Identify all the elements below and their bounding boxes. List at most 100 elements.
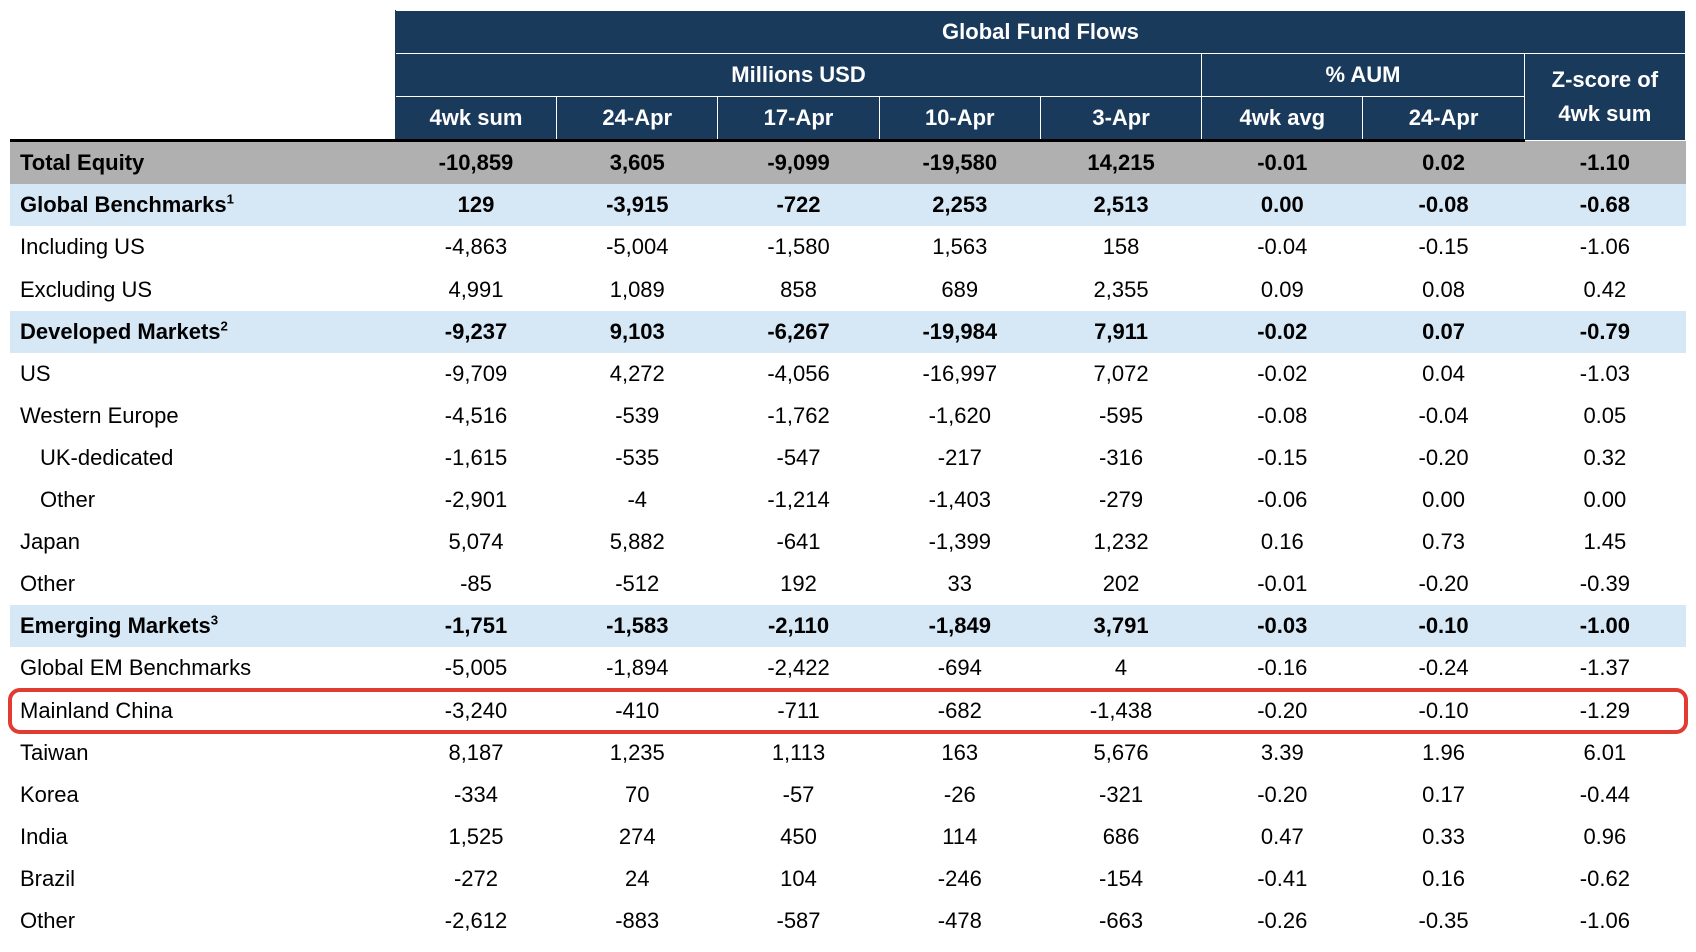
cell-value: 1,232 (1040, 521, 1201, 563)
cell-value: 104 (718, 858, 879, 900)
cell-value: -694 (879, 647, 1040, 689)
row-label: US (10, 353, 395, 395)
cell-value: -0.68 (1524, 184, 1685, 226)
col-3-apr: 3-Apr (1040, 97, 1201, 141)
cell-value: -16,997 (879, 353, 1040, 395)
table-row: Mainland China-3,240-410-711-682-1,438-0… (10, 690, 1686, 732)
cell-value: -316 (1040, 437, 1201, 479)
cell-value: -883 (557, 900, 718, 942)
cell-value: 0.00 (1524, 479, 1685, 521)
col-4wk-avg: 4wk avg (1202, 97, 1363, 141)
row-label: Emerging Markets3 (10, 605, 395, 647)
cell-value: 8,187 (395, 732, 556, 774)
header-group-millions: Millions USD (395, 54, 1201, 97)
cell-value: -26 (879, 774, 1040, 816)
cell-value: -321 (1040, 774, 1201, 816)
cell-value: -547 (718, 437, 879, 479)
cell-value: 163 (879, 732, 1040, 774)
cell-value: -595 (1040, 395, 1201, 437)
table-body: Total Equity-10,8593,605-9,099-19,58014,… (10, 141, 1686, 942)
col-17-apr: 17-Apr (718, 97, 879, 141)
table-row: Western Europe-4,516-539-1,762-1,620-595… (10, 395, 1686, 437)
row-label: Korea (10, 774, 395, 816)
row-label: Developed Markets2 (10, 311, 395, 353)
cell-value: -5,005 (395, 647, 556, 689)
cell-value: -9,099 (718, 141, 879, 185)
cell-value: -1,399 (879, 521, 1040, 563)
row-label: Total Equity (10, 141, 395, 185)
cell-value: -1,583 (557, 605, 718, 647)
cell-value: 24 (557, 858, 718, 900)
cell-value: 1,089 (557, 269, 718, 311)
cell-value: -2,422 (718, 647, 879, 689)
cell-value: 2,253 (879, 184, 1040, 226)
col-10-apr: 10-Apr (879, 97, 1040, 141)
cell-value: -1.00 (1524, 605, 1685, 647)
cell-value: 0.00 (1363, 479, 1524, 521)
row-label: Other (10, 479, 395, 521)
table-row: UK-dedicated-1,615-535-547-217-316-0.15-… (10, 437, 1686, 479)
table-row: Including US-4,863-5,004-1,5801,563158-0… (10, 226, 1686, 268)
cell-value: -0.41 (1202, 858, 1363, 900)
cell-value: -0.35 (1363, 900, 1524, 942)
cell-value: -9,709 (395, 353, 556, 395)
cell-value: -641 (718, 521, 879, 563)
cell-value: -85 (395, 563, 556, 605)
cell-value: -682 (879, 690, 1040, 732)
table-row: Korea-33470-57-26-321-0.200.17-0.44 (10, 774, 1686, 816)
cell-value: -410 (557, 690, 718, 732)
header-group-aum: % AUM (1202, 54, 1525, 97)
cell-value: -4,056 (718, 353, 879, 395)
cell-value: -0.01 (1202, 141, 1363, 185)
table-row: Global Benchmarks1129-3,915-7222,2532,51… (10, 184, 1686, 226)
row-label: Global Benchmarks1 (10, 184, 395, 226)
cell-value: 858 (718, 269, 879, 311)
cell-value: 158 (1040, 226, 1201, 268)
cell-value: 0.73 (1363, 521, 1524, 563)
cell-value: -0.10 (1363, 605, 1524, 647)
cell-value: 0.05 (1524, 395, 1685, 437)
table-row: India1,5252744501146860.470.330.96 (10, 816, 1686, 858)
cell-value: 450 (718, 816, 879, 858)
cell-value: -0.06 (1202, 479, 1363, 521)
cell-value: -1.29 (1524, 690, 1685, 732)
cell-value: 0.00 (1202, 184, 1363, 226)
cell-value: -9,237 (395, 311, 556, 353)
cell-value: 4 (1040, 647, 1201, 689)
cell-value: 2,355 (1040, 269, 1201, 311)
table-row: Other-2,901-4-1,214-1,403-279-0.060.000.… (10, 479, 1686, 521)
cell-value: -1,849 (879, 605, 1040, 647)
cell-value: 1.45 (1524, 521, 1685, 563)
table-row: Emerging Markets3-1,751-1,583-2,110-1,84… (10, 605, 1686, 647)
cell-value: 3,605 (557, 141, 718, 185)
cell-value: -535 (557, 437, 718, 479)
cell-value: 0.96 (1524, 816, 1685, 858)
table-row: Japan5,0745,882-641-1,3991,2320.160.731.… (10, 521, 1686, 563)
table-row: Excluding US4,9911,0898586892,3550.090.0… (10, 269, 1686, 311)
cell-value: -1.37 (1524, 647, 1685, 689)
col-24-apr-aum: 24-Apr (1363, 97, 1524, 141)
cell-value: -272 (395, 858, 556, 900)
cell-value: 4,991 (395, 269, 556, 311)
cell-value: 2,513 (1040, 184, 1201, 226)
cell-value: 0.32 (1524, 437, 1685, 479)
cell-value: -4 (557, 479, 718, 521)
table-row: Taiwan8,1871,2351,1131635,6763.391.966.0… (10, 732, 1686, 774)
cell-value: -154 (1040, 858, 1201, 900)
cell-value: -1,762 (718, 395, 879, 437)
cell-value: 5,074 (395, 521, 556, 563)
cell-value: -1,438 (1040, 690, 1201, 732)
cell-value: -1,751 (395, 605, 556, 647)
cell-value: -663 (1040, 900, 1201, 942)
cell-value: -19,984 (879, 311, 1040, 353)
cell-value: -279 (1040, 479, 1201, 521)
cell-value: -0.08 (1363, 184, 1524, 226)
cell-value: -5,004 (557, 226, 718, 268)
cell-value: 202 (1040, 563, 1201, 605)
cell-value: 9,103 (557, 311, 718, 353)
cell-value: 114 (879, 816, 1040, 858)
cell-value: -0.08 (1202, 395, 1363, 437)
cell-value: 1,235 (557, 732, 718, 774)
cell-value: 33 (879, 563, 1040, 605)
cell-value: -0.03 (1202, 605, 1363, 647)
